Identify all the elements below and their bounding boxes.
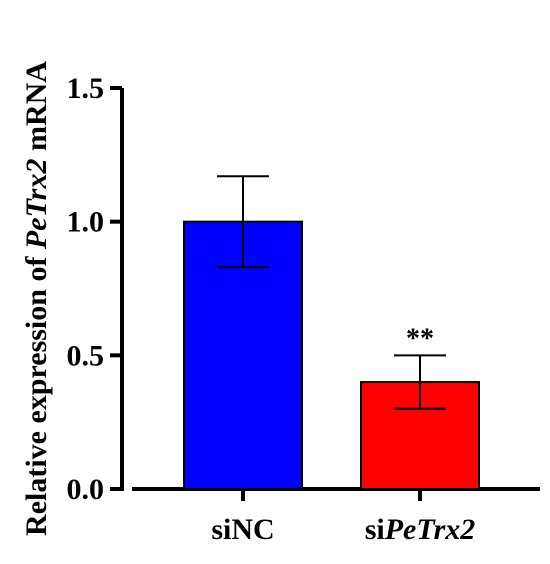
significance-markers: ** <box>406 323 434 354</box>
x-category-label: siNC <box>211 513 274 546</box>
error-bar-siPeTrx2 <box>394 354 446 410</box>
y-axis-title-before: Relative expression of <box>20 249 53 536</box>
y-ticks: 0.0 0.5 1.0 1.5 <box>67 72 122 506</box>
y-tick-label: 0.0 <box>67 473 105 506</box>
x-categories: siNC siPeTrx2 <box>211 513 475 546</box>
error-bar-siNC <box>217 175 269 269</box>
y-tick-label: 1.5 <box>67 72 105 105</box>
y-tick-label: 0.5 <box>67 339 105 372</box>
y-tick-label: 1.0 <box>67 206 105 239</box>
significance-marker: ** <box>406 323 434 354</box>
x-category-label: siPeTrx2 <box>365 513 476 546</box>
y-axis-title: Relative expression of PeTrx2 mRNA <box>20 61 53 536</box>
y-axis-title-gene: PeTrx2 <box>20 159 53 251</box>
y-axis-title-after: mRNA <box>20 61 53 159</box>
error-bars <box>217 175 446 410</box>
y-axis-title-group: Relative expression of PeTrx2 mRNA <box>20 61 53 536</box>
